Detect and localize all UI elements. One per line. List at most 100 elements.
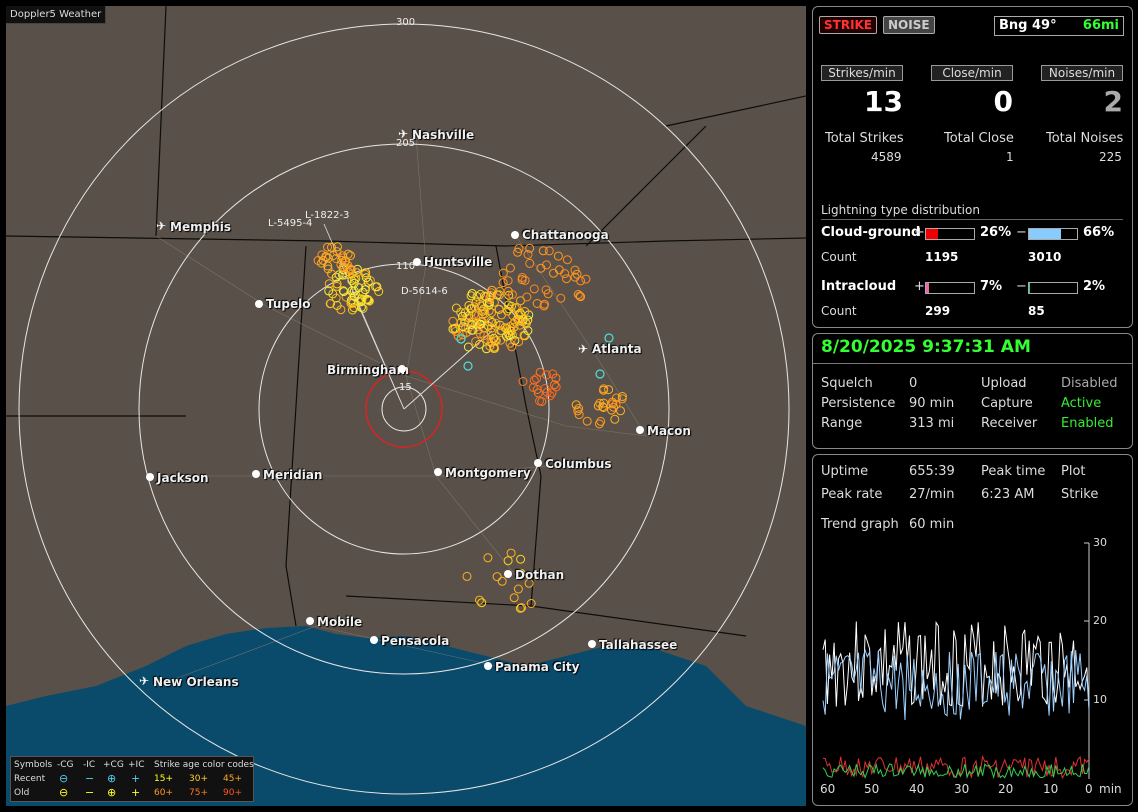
- strike-marker: [524, 578, 534, 588]
- strike-marker: [554, 265, 564, 275]
- strike-marker: [599, 403, 608, 412]
- strike-marker: [556, 293, 566, 303]
- strike-marker: [364, 296, 374, 306]
- range-label: 110: [396, 261, 416, 272]
- neg-cg-recent-icon: ⊖: [59, 772, 69, 785]
- strike-marker: [487, 318, 497, 327]
- recent-strike-marker: [604, 333, 614, 343]
- strike-marker: [345, 264, 355, 274]
- pos-cg-old-icon: ⊕: [107, 786, 117, 799]
- divider: [821, 219, 1123, 220]
- airport-icon: ✈: [398, 127, 409, 141]
- strike-marker: [607, 397, 617, 407]
- strike-markers: [313, 242, 627, 613]
- strike-marker: [515, 603, 525, 613]
- strike-marker: [544, 246, 554, 256]
- strike-marker: [338, 263, 348, 273]
- ic-positive-count: 299: [925, 304, 951, 318]
- plot-label: Plot: [1061, 464, 1086, 479]
- strike-marker: [486, 323, 496, 333]
- airport-icon: ✈: [156, 219, 167, 233]
- strike-marker: [349, 278, 359, 288]
- recent-strike-marker: [456, 334, 466, 344]
- strike-marker: [525, 243, 535, 253]
- cloud-ground-label: Cloud-ground: [821, 225, 921, 240]
- x-tick: 10: [1043, 782, 1059, 796]
- strikes-min-header: Strikes/min: [821, 65, 903, 81]
- city-label: Chattanooga: [522, 228, 609, 242]
- strike-marker: [516, 568, 526, 578]
- close-min-header: Close/min: [931, 65, 1013, 81]
- legend-pos-ic: +IC: [128, 760, 145, 770]
- minus-sign: −: [1016, 225, 1027, 240]
- y-tick: 10: [1093, 693, 1107, 706]
- strike-label: D-5614-6: [401, 286, 448, 297]
- strike-marker: [458, 311, 467, 321]
- range-label: Range: [821, 416, 863, 431]
- noise-button[interactable]: NOISE: [883, 16, 935, 34]
- city-label: Memphis: [170, 220, 231, 234]
- strike-marker: [494, 304, 504, 314]
- city-label: Mobile: [317, 615, 363, 629]
- noises-per-min: 2: [1103, 85, 1123, 118]
- city-label: Meridian: [263, 468, 323, 482]
- strike-marker: [574, 410, 584, 420]
- city-dot: [484, 662, 492, 670]
- strike-marker: [497, 310, 506, 320]
- total-close-label: Total Close: [944, 131, 1014, 146]
- strike-marker: [469, 302, 479, 312]
- strike-marker: [323, 253, 333, 263]
- cg-negative-count: 3010: [1028, 250, 1062, 264]
- trend-line: [822, 648, 1090, 721]
- x-tick: 60: [820, 782, 836, 796]
- strike-marker: [599, 384, 609, 394]
- lightning-map[interactable]: Doppler5 Weather 300 205 110 15 L-1822-3…: [6, 6, 806, 806]
- legend-pos-cg: +CG: [103, 760, 124, 770]
- strike-marker: [505, 325, 515, 335]
- squelch-value: 0: [909, 376, 918, 391]
- x-tick: 20: [998, 782, 1014, 796]
- strike-marker: [529, 284, 539, 294]
- strike-marker: [542, 370, 551, 380]
- strike-marker: [575, 291, 585, 301]
- strike-marker: [525, 258, 535, 268]
- strike-marker: [532, 299, 542, 308]
- strike-marker: [517, 273, 527, 282]
- city-label: Macon: [647, 424, 691, 438]
- strike-marker: [581, 274, 591, 284]
- strike-button[interactable]: STRIKE: [819, 16, 878, 34]
- legend-symbols-label: Symbols: [14, 760, 53, 770]
- strike-marker: [507, 342, 517, 352]
- legend-age-90: 90+: [223, 788, 242, 798]
- legend-age-45: 45+: [223, 774, 242, 784]
- squelch-label: Squelch: [821, 376, 873, 391]
- range-label: 300: [396, 17, 416, 28]
- city-label: Dothan: [515, 568, 565, 582]
- legend-recent-label: Recent: [14, 774, 46, 784]
- strike-marker: [503, 328, 513, 338]
- ic-negative-count: 85: [1028, 304, 1045, 318]
- persistence-label: Persistence: [821, 396, 896, 411]
- strike-marker: [514, 337, 524, 347]
- strike-marker: [523, 326, 533, 336]
- count-label: Count: [821, 304, 857, 318]
- pos-ic-old-icon: +: [131, 786, 141, 799]
- strike-marker: [489, 333, 499, 343]
- plot-value[interactable]: Strike: [1061, 487, 1099, 502]
- strike-marker: [372, 282, 382, 292]
- strike-marker: [562, 274, 571, 284]
- strike-marker: [332, 300, 342, 310]
- strike-marker: [505, 263, 515, 273]
- close-per-min: 0: [993, 85, 1013, 118]
- strike-marker: [477, 598, 487, 608]
- strike-marker: [604, 385, 614, 395]
- y-tick: 20: [1093, 614, 1107, 627]
- range-label: 15: [399, 382, 412, 393]
- trend-graph: [822, 542, 1090, 780]
- strike-marker: [551, 382, 561, 392]
- strike-marker: [451, 303, 461, 313]
- cg-negative-pct: 66%: [1083, 225, 1115, 240]
- ic-negative-pct: 2%: [1083, 279, 1106, 294]
- city-dot: [434, 468, 442, 476]
- strike-marker: [539, 301, 549, 311]
